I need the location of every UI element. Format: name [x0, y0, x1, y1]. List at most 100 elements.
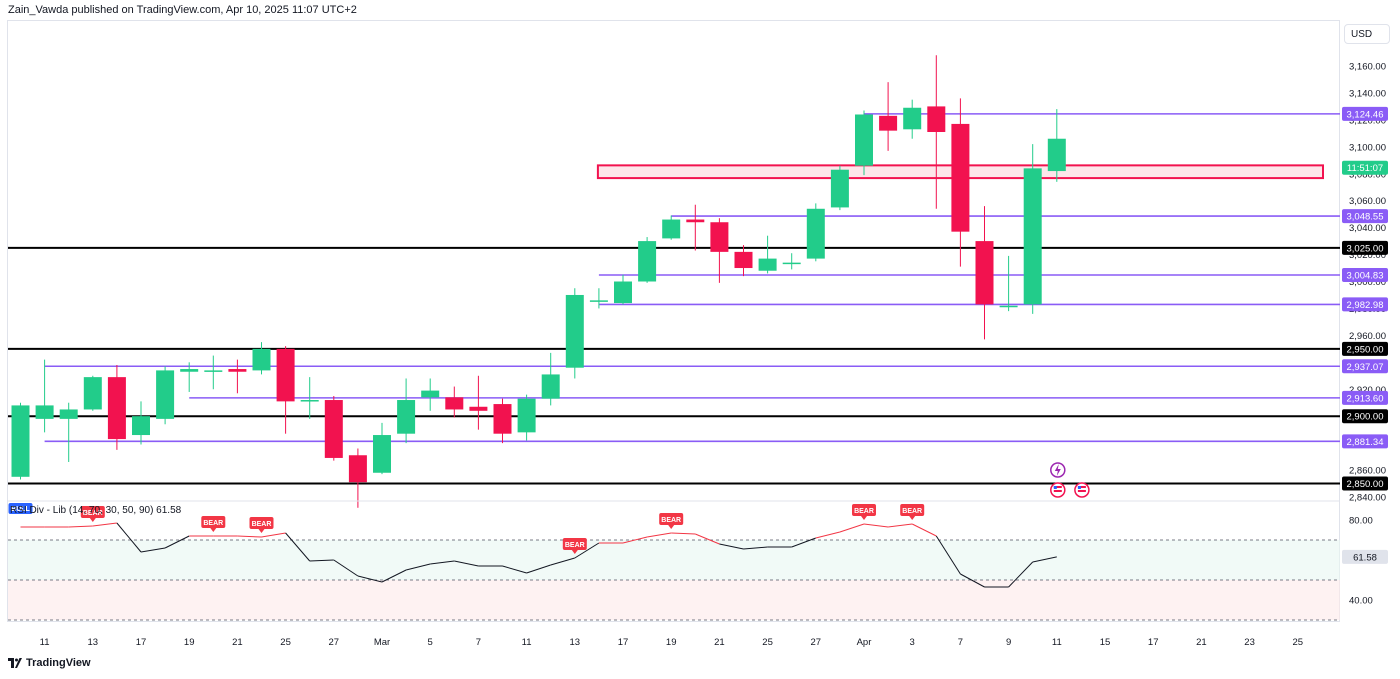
rsi-line-segment	[671, 532, 696, 535]
bear-marker-label: BEAR	[83, 510, 103, 517]
price-level-tag	[1342, 434, 1388, 449]
candle-body[interactable]	[83, 377, 102, 410]
price-level-tag	[1342, 359, 1388, 374]
candle-body[interactable]	[324, 400, 343, 458]
bear-marker-pointer	[861, 516, 867, 520]
bear-marker-pointer	[909, 516, 916, 520]
price-level-tag-label: 2,937.07	[1347, 362, 1384, 373]
price-level-tag	[1342, 106, 1388, 121]
rsi-line-segment	[743, 546, 768, 550]
lightning-icon	[1054, 464, 1061, 476]
bull-marker-label: BULL	[11, 506, 30, 513]
candle-body[interactable]	[758, 258, 777, 271]
bear-marker-label: BEAR	[661, 517, 681, 524]
bear-marker-pointer	[258, 529, 265, 533]
time-tick-label: Apr	[857, 637, 872, 648]
candle-body[interactable]	[517, 398, 536, 433]
candle-body[interactable]	[589, 300, 608, 302]
bear-marker[interactable]	[201, 516, 226, 528]
footer-brand[interactable]: TradingView	[8, 657, 91, 669]
bear-marker[interactable]	[80, 506, 105, 518]
price-tick-label: 3,120.00	[1349, 115, 1386, 126]
price-tick-label: 2,960.00	[1349, 331, 1386, 342]
candle-body[interactable]	[734, 251, 753, 269]
time-tick-label: Mar	[374, 637, 390, 648]
bull-marker[interactable]	[8, 503, 33, 514]
candle-body[interactable]	[35, 405, 54, 419]
flag-stripe	[1053, 486, 1062, 488]
rsi-line-segment	[935, 535, 961, 575]
rsi-line-segment	[333, 559, 359, 577]
candle-body[interactable]	[300, 400, 319, 402]
price-tick-label: 2,840.00	[1349, 493, 1386, 504]
time-tick-label: 23	[1244, 637, 1255, 648]
rsi-line-segment	[839, 523, 865, 533]
candle-body[interactable]	[373, 435, 391, 473]
candle-body[interactable]	[855, 114, 873, 166]
candle-body[interactable]	[638, 241, 657, 282]
bear-marker[interactable]	[659, 513, 684, 525]
candle-body[interactable]	[927, 106, 946, 132]
candle-body[interactable]	[276, 348, 295, 402]
time-tick-label: 25	[1293, 637, 1304, 648]
price-tick-label: 2,920.00	[1349, 385, 1386, 396]
candle-body[interactable]	[710, 222, 729, 252]
candle-body[interactable]	[1023, 168, 1042, 305]
bear-marker[interactable]	[900, 504, 925, 516]
rsi-line-segment	[405, 563, 431, 571]
flag-stripe	[1077, 486, 1086, 488]
candle-body[interactable]	[951, 123, 970, 232]
publisher-line: Zain_Vawda published on TradingView.com,…	[8, 4, 357, 16]
candle-body[interactable]	[132, 416, 150, 436]
candle-body[interactable]	[204, 370, 223, 372]
candle-body[interactable]	[107, 377, 126, 440]
candle-body[interactable]	[806, 208, 825, 259]
candle-body[interactable]	[493, 404, 512, 434]
price-tick-label: 3,060.00	[1349, 196, 1386, 207]
rsi-line-segment	[430, 560, 455, 565]
price-level-tag	[1342, 476, 1388, 491]
currency-selector[interactable]: USD	[1344, 24, 1390, 44]
bear-marker[interactable]	[562, 538, 587, 550]
candle-body[interactable]	[421, 390, 440, 398]
rsi-line-segment	[381, 569, 407, 583]
price-level-tag	[1342, 409, 1388, 424]
price-tick-label: 3,140.00	[1349, 88, 1386, 99]
candle-body[interactable]	[252, 348, 271, 371]
candle-body[interactable]	[59, 409, 78, 419]
candle-body[interactable]	[903, 107, 922, 130]
candle-body[interactable]	[565, 294, 584, 368]
candle-body[interactable]	[469, 406, 488, 411]
bear-marker[interactable]	[852, 504, 876, 516]
rsi-indicator-label[interactable]: RSI Div - Lib (14, 70, 30, 50, 90) 61.58	[10, 505, 182, 516]
brand-name: TradingView	[26, 657, 91, 669]
price-level-tag-label: 3,048.55	[1347, 212, 1384, 223]
candle-body[interactable]	[999, 305, 1018, 308]
bear-marker[interactable]	[249, 517, 274, 529]
rsi-line-segment	[164, 535, 190, 549]
candle-body[interactable]	[1047, 138, 1066, 172]
candle-body[interactable]	[686, 219, 705, 223]
candle-body[interactable]	[782, 262, 801, 265]
time-tick-label: 13	[570, 637, 581, 648]
candle-body[interactable]	[228, 369, 247, 372]
candle-body[interactable]	[11, 405, 30, 477]
candle-body[interactable]	[445, 397, 464, 410]
bear-marker-pointer	[668, 525, 675, 529]
candle-body[interactable]	[156, 370, 175, 419]
candle-body[interactable]	[879, 115, 898, 131]
time-tick-label: 13	[88, 637, 99, 648]
rsi-line-segment	[116, 522, 142, 553]
rsi-line-segment	[92, 522, 117, 527]
candle-body[interactable]	[614, 281, 632, 304]
candle-body[interactable]	[348, 455, 367, 483]
candle-body[interactable]	[541, 374, 560, 399]
candle-body[interactable]	[662, 219, 681, 239]
candle-body[interactable]	[975, 241, 994, 305]
rsi-line-segment	[815, 531, 841, 539]
candle-body[interactable]	[397, 400, 416, 434]
price-level-tag-label: 2,850.00	[1347, 479, 1384, 490]
candle-body[interactable]	[830, 169, 849, 208]
candle-body[interactable]	[180, 369, 199, 372]
